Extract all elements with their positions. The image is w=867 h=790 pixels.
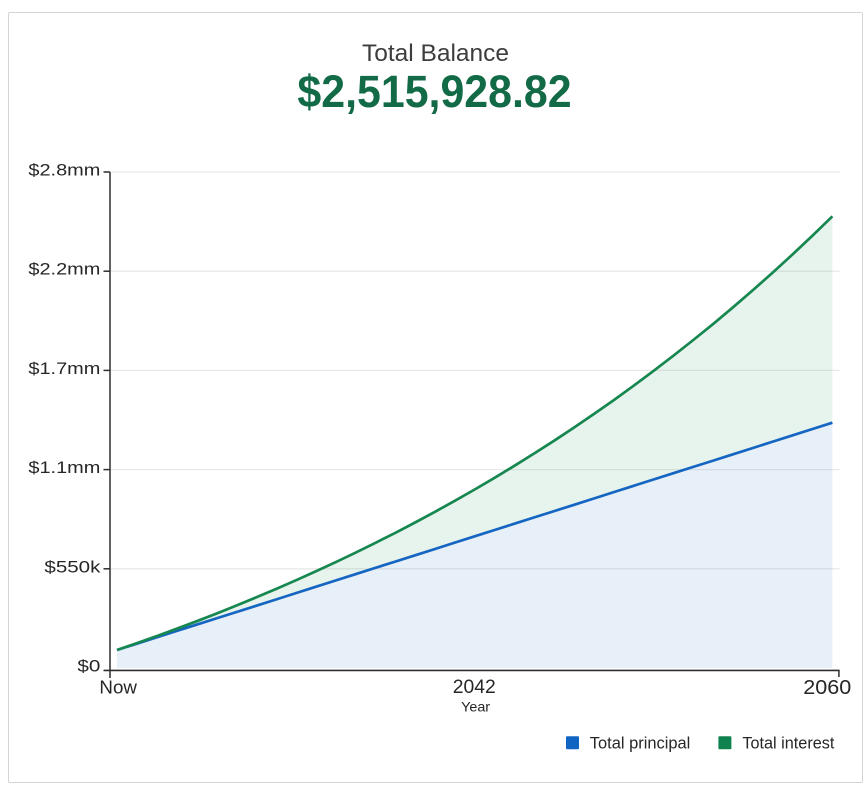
svg-text:$2.8mm: $2.8mm [28,161,100,180]
svg-text:Total principal: Total principal [590,735,691,753]
svg-text:Total interest: Total interest [742,735,834,753]
svg-text:$550k: $550k [44,557,101,576]
svg-text:$1.7mm: $1.7mm [28,359,100,378]
svg-text:Now: Now [99,677,137,698]
svg-text:2060: 2060 [803,676,851,699]
svg-text:Year: Year [461,699,490,714]
svg-text:$1.1mm: $1.1mm [28,458,100,477]
svg-text:$0: $0 [77,657,100,676]
svg-text:$2.2mm: $2.2mm [28,260,100,279]
svg-text:2042: 2042 [453,677,496,698]
